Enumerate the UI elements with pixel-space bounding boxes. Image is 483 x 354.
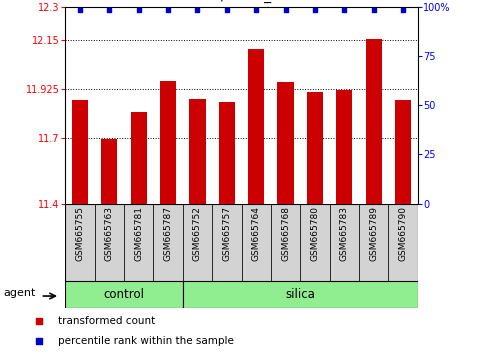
Text: GSM665757: GSM665757: [222, 206, 231, 261]
Bar: [307, 92, 323, 204]
Point: [252, 7, 260, 13]
Bar: [130, 112, 147, 204]
Bar: [95, 204, 124, 281]
Point: [194, 7, 201, 13]
Text: GSM665781: GSM665781: [134, 206, 143, 261]
Text: GSM665789: GSM665789: [369, 206, 378, 261]
Title: GDS5199 / ILMN_1351180: GDS5199 / ILMN_1351180: [151, 0, 332, 3]
Bar: [366, 39, 382, 204]
Text: GSM665764: GSM665764: [252, 206, 261, 261]
Point: [76, 7, 84, 13]
Bar: [154, 204, 183, 281]
Bar: [160, 81, 176, 204]
Bar: [189, 99, 205, 204]
Text: GSM665783: GSM665783: [340, 206, 349, 261]
Point: [35, 318, 43, 324]
Text: GSM665755: GSM665755: [75, 206, 85, 261]
Text: GSM665763: GSM665763: [105, 206, 114, 261]
Point: [105, 7, 113, 13]
Point: [399, 7, 407, 13]
Text: GSM665787: GSM665787: [164, 206, 172, 261]
Bar: [300, 204, 329, 281]
Bar: [183, 204, 212, 281]
Text: silica: silica: [285, 288, 315, 301]
Bar: [212, 204, 242, 281]
Point: [341, 7, 348, 13]
Point: [164, 7, 172, 13]
Point: [370, 7, 378, 13]
Bar: [336, 90, 353, 204]
Bar: [395, 100, 411, 204]
Text: GSM665768: GSM665768: [281, 206, 290, 261]
Point: [311, 7, 319, 13]
Point: [282, 7, 289, 13]
Bar: [219, 102, 235, 204]
Text: percentile rank within the sample: percentile rank within the sample: [58, 336, 234, 346]
Bar: [183, 281, 418, 308]
Point: [223, 7, 231, 13]
Text: GSM665752: GSM665752: [193, 206, 202, 261]
Bar: [124, 204, 154, 281]
Bar: [248, 48, 264, 204]
Bar: [242, 204, 271, 281]
Bar: [359, 204, 388, 281]
Bar: [329, 204, 359, 281]
Point: [35, 338, 43, 344]
Bar: [101, 139, 117, 204]
Point: [135, 7, 142, 13]
Text: control: control: [103, 288, 144, 301]
Text: agent: agent: [3, 289, 36, 298]
Bar: [271, 204, 300, 281]
Text: transformed count: transformed count: [58, 316, 155, 326]
Text: GSM665780: GSM665780: [311, 206, 319, 261]
Bar: [65, 281, 183, 308]
Bar: [72, 100, 88, 204]
Bar: [278, 82, 294, 204]
Bar: [65, 204, 95, 281]
Text: GSM665790: GSM665790: [398, 206, 408, 261]
Bar: [388, 204, 418, 281]
